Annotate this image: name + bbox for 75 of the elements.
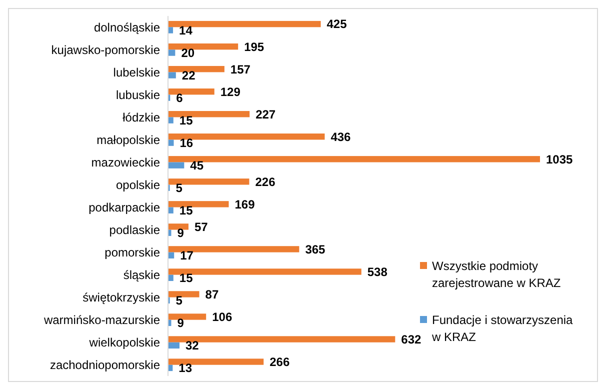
legend-label: Wszystkie podmioty zarejestrowane w KRAZ — [432, 259, 561, 290]
y-tick-label: świętokrzyskie — [82, 290, 160, 305]
bar — [168, 291, 200, 298]
bar — [168, 43, 238, 50]
data-label: 13 — [178, 361, 192, 376]
y-tick-label: łódzkie — [122, 110, 160, 124]
y-tick-label: śląskie — [123, 268, 160, 282]
data-label: 169 — [234, 197, 256, 212]
bar — [168, 27, 174, 34]
y-tick-label: podkarpackie — [88, 200, 160, 214]
data-label: 14 — [179, 23, 193, 38]
data-label: 227 — [256, 107, 276, 122]
data-label: 365 — [305, 242, 326, 256]
bar — [168, 66, 224, 72]
bar — [168, 88, 214, 95]
data-label: 157 — [230, 62, 251, 76]
y-tick-label: lubuskie — [116, 88, 160, 102]
y-tick-label: kujawsko-pomorskie — [51, 42, 160, 57]
bar — [168, 246, 300, 252]
data-label: 45 — [190, 158, 204, 173]
data-label: 15 — [179, 204, 194, 218]
bar — [168, 162, 184, 168]
data-label: 538 — [367, 264, 388, 279]
y-tick-label: lubelskie — [113, 65, 160, 80]
legend-label: Fundacje i stowarzyszenia w KRAZ — [431, 313, 574, 344]
data-label: 436 — [330, 130, 352, 144]
data-label: 16 — [180, 136, 194, 150]
y-tick-label: opolskie — [116, 178, 160, 192]
bar — [168, 156, 540, 162]
data-label: 15 — [179, 113, 194, 128]
data-label: 226 — [255, 174, 276, 189]
data-label: 9 — [177, 226, 184, 240]
data-label: 6 — [176, 90, 184, 105]
data-label: 57 — [194, 220, 208, 234]
bar — [168, 201, 229, 208]
data-label: 22 — [182, 68, 196, 82]
bar — [168, 111, 250, 118]
bar — [168, 342, 180, 349]
y-tick-label: podlaskie — [109, 222, 160, 237]
bar — [168, 207, 174, 214]
bar — [168, 50, 176, 56]
bar — [168, 274, 174, 281]
y-tick-label: dolnośląskie — [94, 20, 160, 34]
data-label: 425 — [326, 17, 348, 32]
y-tick-label: wielkopolskie — [88, 336, 160, 350]
bar — [168, 358, 264, 365]
data-label: 129 — [220, 84, 241, 99]
bar — [168, 224, 188, 230]
bar — [168, 178, 250, 185]
bar — [168, 134, 325, 140]
data-label: 266 — [270, 354, 290, 369]
bar — [168, 20, 321, 28]
bar — [168, 117, 174, 124]
y-tick-label: małopolskie — [96, 132, 160, 147]
y-tick-label: zachodniopomorskie — [50, 358, 160, 372]
bar — [168, 268, 362, 275]
bar — [168, 336, 396, 342]
data-label: 20 — [181, 46, 195, 60]
y-tick-label: warmińsko-mazurskie — [42, 313, 160, 328]
data-label: 17 — [180, 248, 194, 263]
y-tick-label: mazowieckie — [91, 155, 160, 170]
data-label: 5 — [176, 181, 183, 196]
data-label: 5 — [176, 294, 183, 308]
data-label: 195 — [244, 40, 264, 54]
data-label: 9 — [177, 316, 184, 330]
data-label: 32 — [186, 338, 200, 353]
bar — [168, 72, 176, 78]
data-label: 87 — [205, 287, 219, 302]
data-label: 1035 — [546, 152, 574, 166]
data-label: 15 — [179, 271, 194, 286]
data-label: 632 — [401, 332, 422, 346]
data-label: 106 — [212, 310, 232, 324]
y-tick-label: pomorskie — [104, 245, 160, 260]
bar — [168, 140, 174, 146]
bar — [168, 314, 206, 320]
